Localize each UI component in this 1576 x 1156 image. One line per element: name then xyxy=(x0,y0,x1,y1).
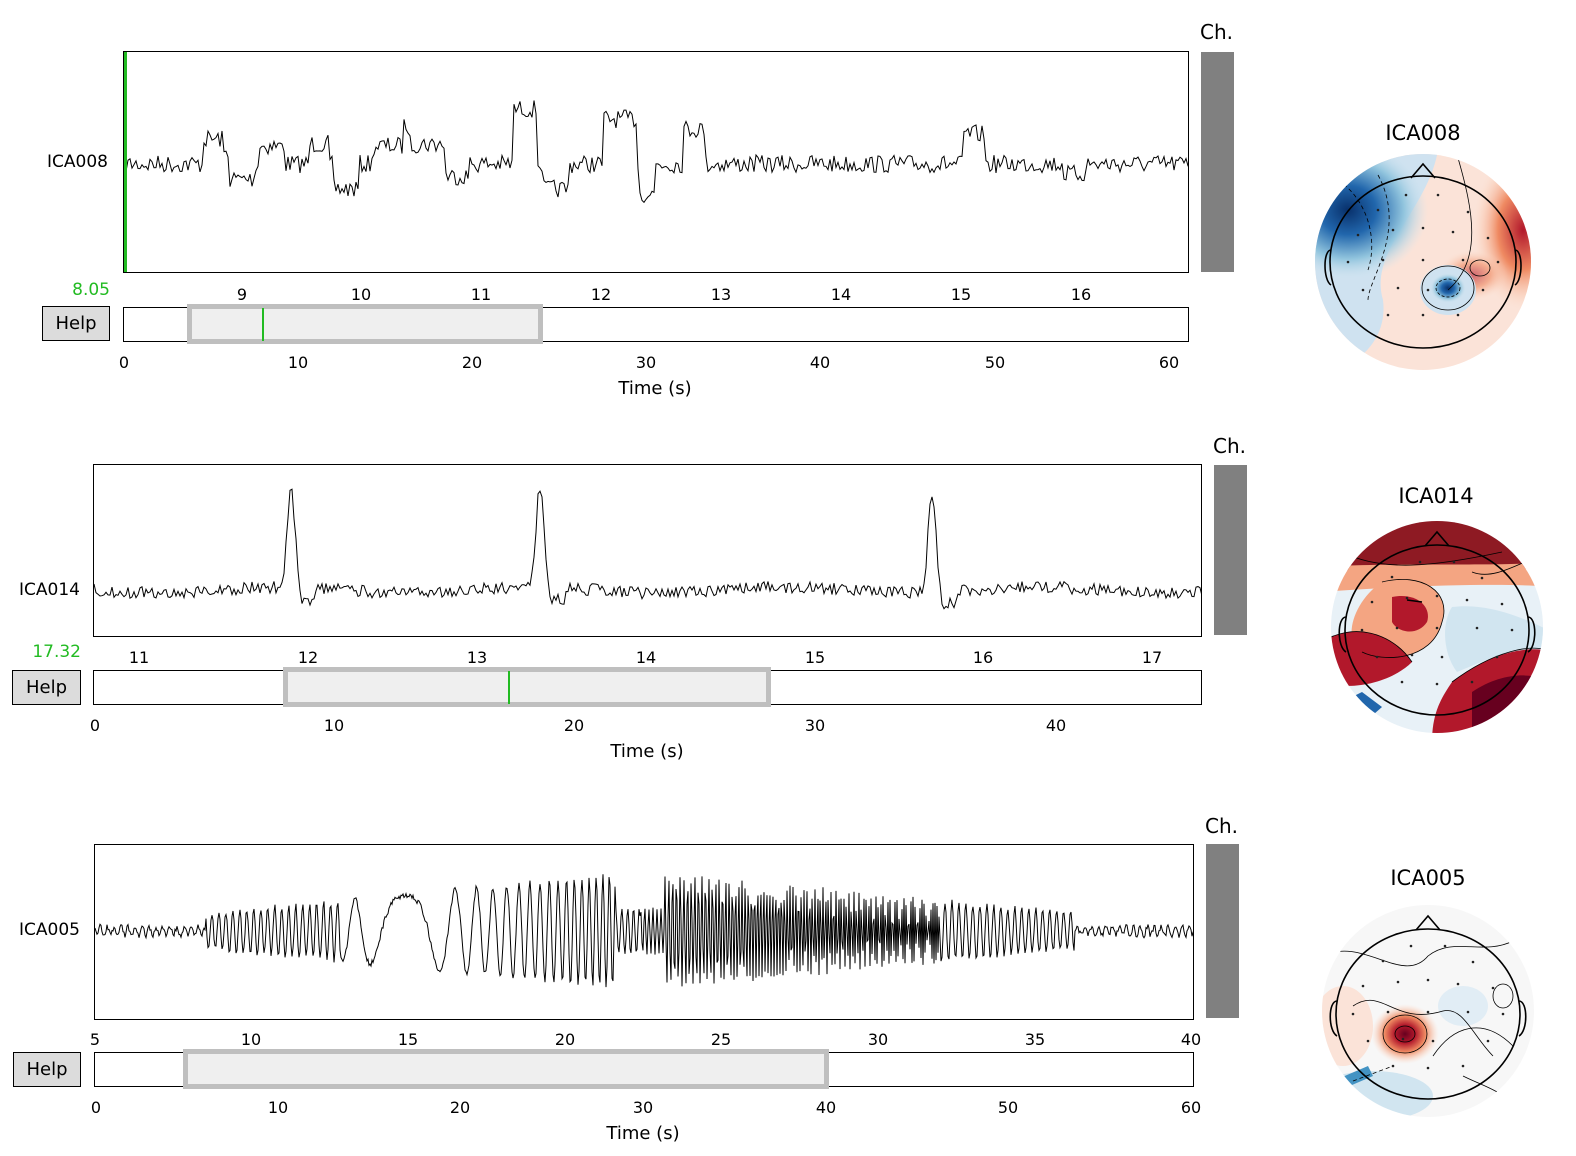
trace-plot[interactable] xyxy=(123,51,1189,273)
cursor-time-readout: 17.32 xyxy=(32,642,81,662)
upper-tick: 15 xyxy=(804,648,826,667)
lower-tick: 60 xyxy=(1158,353,1180,372)
help-button[interactable]: Help xyxy=(13,1052,81,1087)
topomap-title: ICA005 xyxy=(1390,866,1466,890)
ica-trace-line xyxy=(124,100,1188,204)
lower-tick: 20 xyxy=(449,1098,471,1117)
channel-scrollbar[interactable] xyxy=(1201,52,1234,272)
ica-panel-2: ICA014 Ch. 11 12 13 14 15 16 17 17.32 He… xyxy=(0,410,1576,790)
topomap xyxy=(1331,521,1543,733)
help-button[interactable]: Help xyxy=(42,306,110,341)
channel-scrollbar[interactable] xyxy=(1214,465,1247,635)
trace-plot[interactable] xyxy=(94,844,1194,1020)
upper-tick: 15 xyxy=(397,1030,419,1049)
upper-tick: 35 xyxy=(1024,1030,1046,1049)
view-window[interactable] xyxy=(283,667,771,707)
time-axis-label: Time (s) xyxy=(606,1123,680,1144)
lower-tick: 50 xyxy=(997,1098,1019,1117)
channel-scrollbar[interactable] xyxy=(1206,844,1239,1018)
upper-tick: 15 xyxy=(950,285,972,304)
channel-bar-label: Ch. xyxy=(1200,20,1233,44)
lower-tick: 0 xyxy=(90,1098,102,1117)
upper-tick: 9 xyxy=(236,285,248,304)
channel-name-label: ICA008 xyxy=(47,152,108,172)
upper-tick: 17 xyxy=(1141,648,1163,667)
lower-tick: 20 xyxy=(563,716,585,735)
upper-tick: 12 xyxy=(297,648,319,667)
lower-tick: 0 xyxy=(118,353,130,372)
upper-tick: 40 xyxy=(1180,1030,1202,1049)
time-axis-label: Time (s) xyxy=(618,378,692,399)
upper-tick: 16 xyxy=(1070,285,1092,304)
trace-plot[interactable] xyxy=(93,464,1202,637)
channel-bar-label: Ch. xyxy=(1213,434,1246,458)
channel-bar-label: Ch. xyxy=(1205,814,1238,838)
upper-tick: 14 xyxy=(635,648,657,667)
ica-trace-line xyxy=(94,488,1201,610)
topomap-title: ICA014 xyxy=(1398,484,1474,508)
lower-tick: 40 xyxy=(1045,716,1067,735)
lower-tick: 40 xyxy=(815,1098,837,1117)
lower-tick: 10 xyxy=(267,1098,289,1117)
ica-panel-3: ICA005 Ch. 5 10 15 20 25 30 35 40 Help 0… xyxy=(0,790,1576,1156)
lower-tick: 10 xyxy=(323,716,345,735)
lower-tick: 20 xyxy=(461,353,483,372)
lower-tick: 30 xyxy=(632,1098,654,1117)
ica-trace-line xyxy=(95,874,1193,988)
time-axis-label: Time (s) xyxy=(610,741,684,762)
time-scrollbar[interactable] xyxy=(123,304,1189,344)
topomap xyxy=(1322,905,1534,1117)
topomap-title: ICA008 xyxy=(1385,121,1461,145)
upper-tick: 11 xyxy=(128,648,150,667)
upper-tick: 12 xyxy=(590,285,612,304)
upper-tick: 13 xyxy=(466,648,488,667)
upper-tick: 20 xyxy=(554,1030,576,1049)
lower-tick: 30 xyxy=(804,716,826,735)
upper-tick: 25 xyxy=(710,1030,732,1049)
cursor-time-readout: 8.05 xyxy=(72,280,110,300)
lower-tick: 40 xyxy=(809,353,831,372)
time-scrollbar[interactable] xyxy=(93,667,1202,707)
lower-tick: 0 xyxy=(89,716,101,735)
topomap xyxy=(1315,154,1531,370)
help-button[interactable]: Help xyxy=(12,670,81,705)
lower-tick: 60 xyxy=(1180,1098,1202,1117)
upper-tick: 5 xyxy=(89,1030,101,1049)
upper-tick: 14 xyxy=(830,285,852,304)
channel-name-label: ICA005 xyxy=(19,920,80,940)
lower-tick: 50 xyxy=(984,353,1006,372)
upper-tick: 10 xyxy=(240,1030,262,1049)
time-scrollbar[interactable] xyxy=(94,1049,1194,1089)
lower-tick: 30 xyxy=(635,353,657,372)
lower-tick: 10 xyxy=(287,353,309,372)
upper-tick: 30 xyxy=(867,1030,889,1049)
time-cursor-line xyxy=(124,52,127,272)
upper-tick: 11 xyxy=(470,285,492,304)
view-window[interactable] xyxy=(183,1049,829,1089)
upper-tick: 16 xyxy=(972,648,994,667)
scrollbar-cursor xyxy=(262,308,264,341)
channel-name-label: ICA014 xyxy=(19,580,80,600)
scrollbar-cursor xyxy=(508,671,510,704)
upper-tick: 10 xyxy=(350,285,372,304)
view-window[interactable] xyxy=(187,304,543,344)
ica-panel-1: ICA008 Ch. 9 10 11 12 13 14 15 16 8.05 H… xyxy=(0,0,1576,410)
upper-tick: 13 xyxy=(710,285,732,304)
